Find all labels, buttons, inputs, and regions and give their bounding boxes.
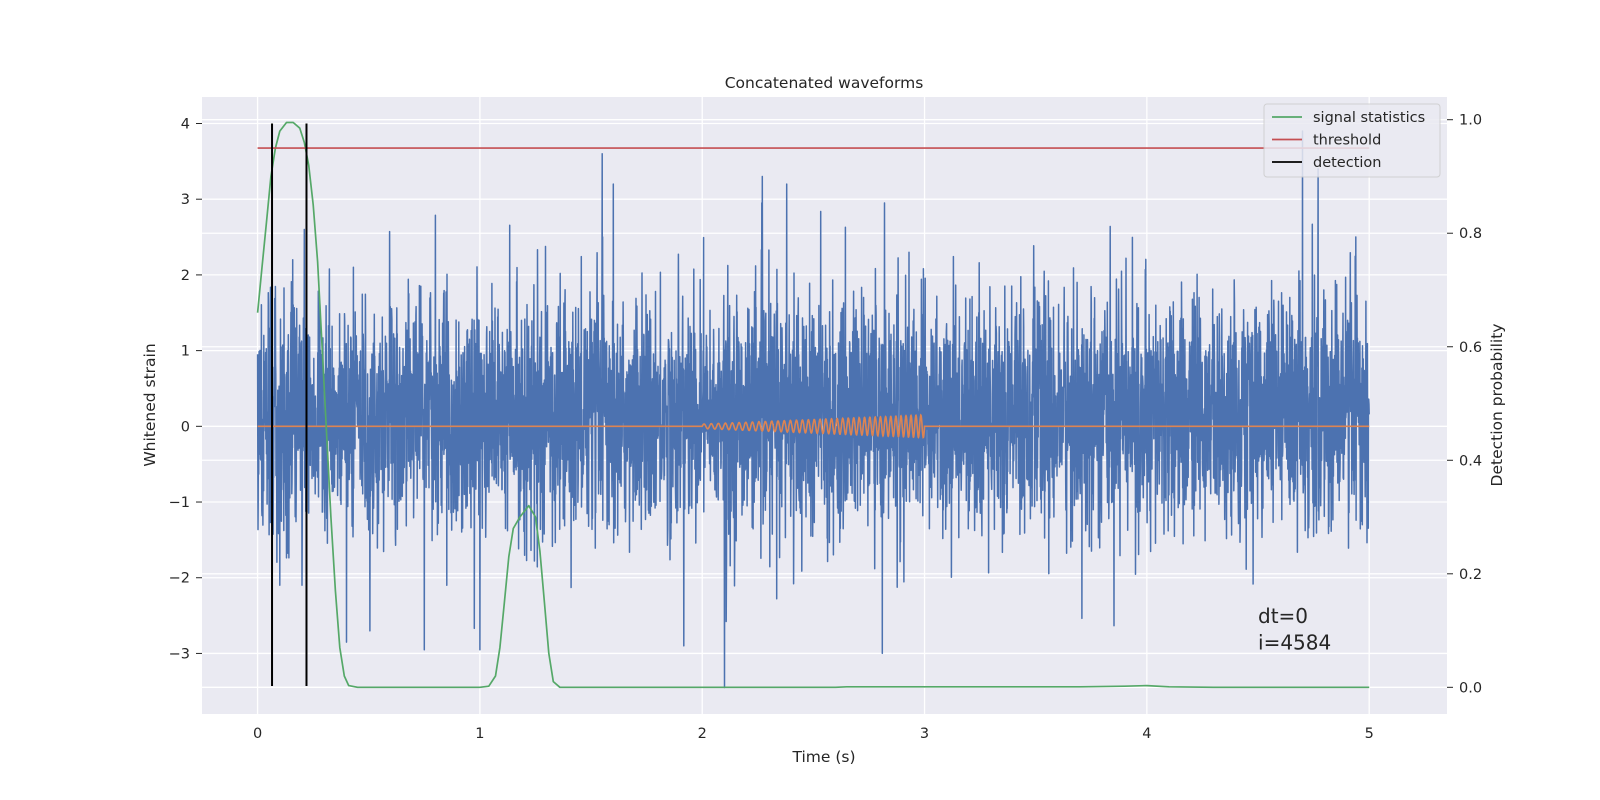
y2-tick-label: 0.6 — [1459, 340, 1482, 356]
y2-tick-label: 0.4 — [1459, 453, 1482, 469]
annotation-text-0: dt=0 — [1258, 604, 1308, 628]
legend-label: signal statistics — [1313, 110, 1425, 126]
legend-label: detection — [1313, 155, 1381, 171]
noise-series — [256, 130, 1370, 689]
detection-series — [271, 123, 308, 686]
noise-line — [256, 130, 1370, 689]
y2-axis-label: Detection probability — [1488, 324, 1506, 487]
x-tick-label: 0 — [253, 726, 262, 742]
legend-box — [1263, 103, 1441, 178]
x-tick-label: 4 — [1142, 726, 1151, 742]
y2-tick-label: 0.8 — [1459, 226, 1482, 242]
axis-ticks: 0 1 2 3 4 5 −3 −2 −1 0 1 2 3 4 0.0 0.2 0.4 0.6 0.8 1.0 — [169, 113, 1482, 742]
annotation-text-1: i=4584 — [1258, 631, 1331, 655]
annotations: dt=0 i=4584 — [1258, 604, 1331, 654]
y-tick-label: −2 — [169, 571, 190, 587]
y-tick-label: 3 — [181, 192, 190, 208]
signal-statistics-line — [256, 121, 1370, 689]
x-tick-label: 5 — [1365, 726, 1374, 742]
x-tick-label: 3 — [920, 726, 929, 742]
signal-statistics-series — [256, 121, 1370, 689]
x-tick-label: 1 — [475, 726, 484, 742]
legend-label: threshold — [1313, 133, 1381, 149]
y-tick-label: 4 — [181, 116, 190, 132]
y2-tick-label: 0.0 — [1459, 680, 1482, 696]
x-tick-label: 2 — [698, 726, 707, 742]
legend: signal statistics threshold detection — [1263, 103, 1441, 178]
y-tick-label: 0 — [181, 419, 190, 435]
chart-title: Concatenated waveforms — [725, 74, 924, 92]
y-tick-label: 2 — [181, 268, 190, 284]
y2-tick-label: 0.2 — [1459, 567, 1482, 583]
y-tick-label: 1 — [181, 344, 190, 360]
y-tick-label: −3 — [169, 646, 190, 662]
chirp-series — [257, 413, 1370, 439]
y-tick-label: −1 — [169, 495, 190, 511]
y2-tick-label: 1.0 — [1459, 113, 1482, 129]
y-axis-label: Whitened strain — [141, 343, 159, 466]
chirp-line — [257, 413, 1370, 439]
x-axis-label: Time (s) — [791, 748, 855, 766]
